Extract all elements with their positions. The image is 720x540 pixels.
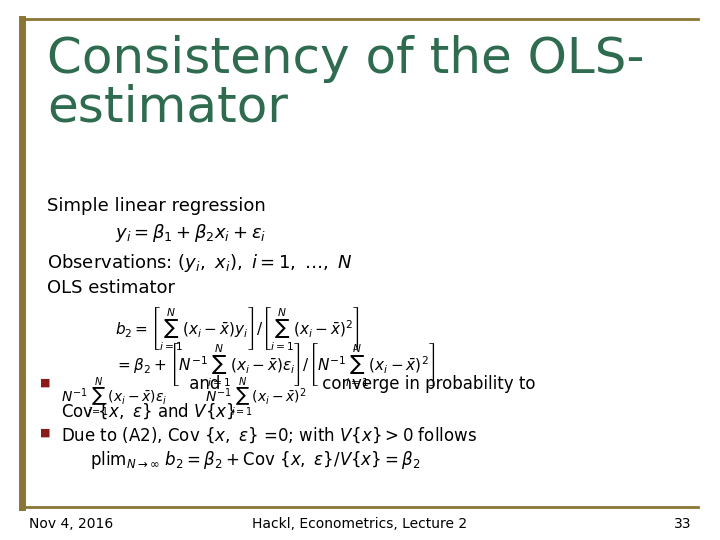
Text: $b_2 = \left[\sum_{i=1}^{N}(x_i - \bar{x})y_i\right] / \left[\sum_{i=1}^{N}(x_i : $b_2 = \left[\sum_{i=1}^{N}(x_i - \bar{x… [115, 305, 360, 352]
Text: Hackl, Econometrics, Lecture 2: Hackl, Econometrics, Lecture 2 [253, 517, 467, 531]
Text: estimator: estimator [47, 84, 288, 132]
Text: Observations: $(y_i,\ x_i),\ i = 1,\ \ldots,\ N$: Observations: $(y_i,\ x_i),\ i = 1,\ \ld… [47, 252, 353, 274]
Text: Due to (A2), Cov $\{x,\ \varepsilon\}$ =0; with $V\{x\}>0$ follows: Due to (A2), Cov $\{x,\ \varepsilon\}$ =… [61, 425, 477, 444]
Text: and: and [184, 375, 225, 393]
Text: $N^{-1}\sum_{i=1}^{N}(x_i - \bar{x})\varepsilon_i$: $N^{-1}\sum_{i=1}^{N}(x_i - \bar{x})\var… [61, 375, 168, 419]
Text: ■: ■ [40, 378, 50, 388]
Text: Cov $\{x,\ \varepsilon\}$ and $V\{x\}$: Cov $\{x,\ \varepsilon\}$ and $V\{x\}$ [61, 402, 236, 421]
Text: Nov 4, 2016: Nov 4, 2016 [29, 517, 113, 531]
Text: 33: 33 [674, 517, 691, 531]
Text: converge in probability to: converge in probability to [317, 375, 535, 393]
Text: OLS estimator: OLS estimator [47, 279, 175, 297]
Text: ■: ■ [40, 428, 50, 438]
Text: $N^{-1}\sum_{i=1}^{N}(x_i - \bar{x})^2$: $N^{-1}\sum_{i=1}^{N}(x_i - \bar{x})^2$ [205, 375, 307, 419]
Text: $= \beta_2 + \left[N^{-1}\sum_{i=1}^{N}(x_i - \bar{x})\varepsilon_i\right] / \le: $= \beta_2 + \left[N^{-1}\sum_{i=1}^{N}(… [115, 341, 436, 388]
Text: Simple linear regression: Simple linear regression [47, 197, 266, 215]
Text: $y_i = \beta_1 + \beta_2 x_i + \varepsilon_i$: $y_i = \beta_1 + \beta_2 x_i + \varepsil… [115, 222, 266, 245]
Text: Consistency of the OLS-: Consistency of the OLS- [47, 35, 644, 83]
Text: $\mathrm{plim}_{N \to \infty}\ b_2 = \beta_2 + \mathrm{Cov}\ \{x,\ \varepsilon\}: $\mathrm{plim}_{N \to \infty}\ b_2 = \be… [90, 449, 420, 471]
